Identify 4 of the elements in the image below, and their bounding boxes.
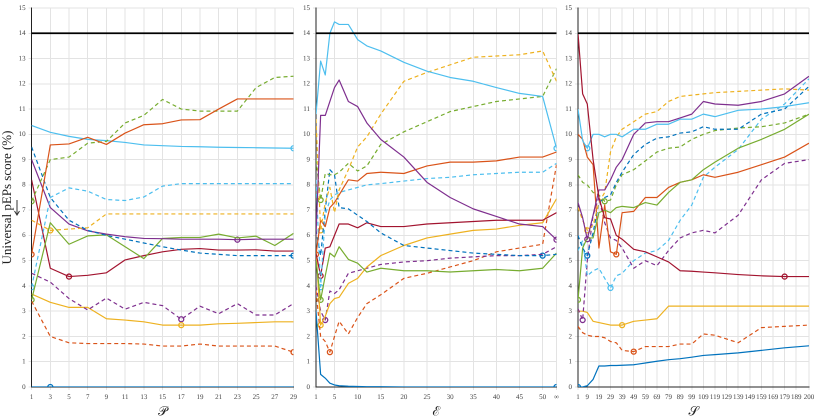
x-axis-title: ℰ [432, 404, 440, 419]
x-axis-title: 𝒮 [688, 404, 700, 419]
y-axis-title: Universal pEPs score (%) [0, 130, 14, 264]
x-axis-title: 𝒫 [158, 404, 170, 419]
